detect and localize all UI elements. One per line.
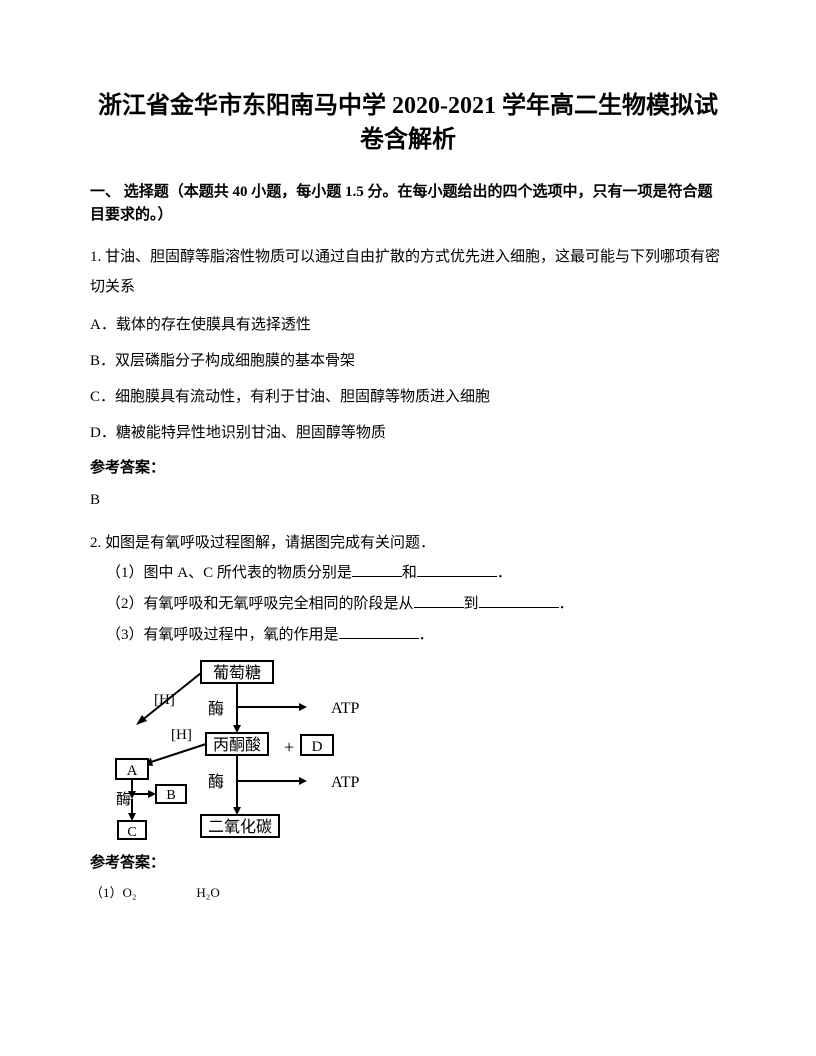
q2-sub1-a: （1）图中 A、C 所代表的物质分别是 [106, 565, 352, 581]
q2-sub2: （2）有氧呼吸和无氧呼吸完全相同的阶段是从 到 ． [106, 591, 726, 618]
section-header: 一、 选择题（本题共 40 小题，每小题 1.5 分。在每小题给出的四个选项中，… [90, 181, 726, 226]
svg-text:葡萄糖: 葡萄糖 [213, 664, 261, 682]
blank [414, 593, 464, 608]
svg-text:+: + [284, 737, 294, 757]
svg-text:[H]: [H] [171, 727, 192, 743]
q1-answer: B [90, 488, 726, 512]
q1-option-c: C．细胞膜具有流动性，有利于甘油、胆固醇等物质进入细胞 [90, 382, 726, 412]
q1-option-d: D．糖被能特异性地识别甘油、胆固醇等物质 [90, 418, 726, 448]
q2-text: 2. 如图是有氧呼吸过程图解，请据图完成有关问题． [90, 528, 726, 558]
q2-sub2-b: 到 [464, 596, 479, 612]
q2-sub1-b: 和 [402, 565, 417, 581]
svg-text:[H]: [H] [154, 692, 175, 708]
svg-text:C: C [127, 825, 136, 840]
question-2: 2. 如图是有氧呼吸过程图解，请据图完成有关问题． （1）图中 A、C 所代表的… [90, 528, 726, 904]
svg-text:酶: 酶 [208, 700, 224, 718]
q1-option-b: B．双层磷脂分子构成细胞膜的基本骨架 [90, 346, 726, 376]
q2-answer-1: （1）O₂ H₂O [90, 883, 726, 904]
svg-text:B: B [166, 788, 175, 803]
q2-sub3: （3）有氧呼吸过程中，氧的作用是 ． [106, 622, 726, 649]
q2-answer-label: 参考答案： [90, 851, 726, 875]
document-title: 浙江省金华市东阳南马中学 2020-2021 学年高二生物模拟试卷含解析 [90, 90, 726, 157]
q2-sub2-c: ． [559, 596, 574, 612]
svg-text:A: A [127, 763, 138, 779]
blank [352, 562, 402, 577]
q2-ans1-a: （1）O₂ [90, 885, 136, 900]
q1-answer-label: 参考答案： [90, 456, 726, 480]
blank [339, 624, 419, 639]
q1-text: 1. 甘油、胆固醇等脂溶性物质可以通过自由扩散的方式优先进入细胞，这最可能与下列… [90, 242, 726, 302]
svg-text:酶: 酶 [208, 773, 224, 791]
question-1: 1. 甘油、胆固醇等脂溶性物质可以通过自由扩散的方式优先进入细胞，这最可能与下列… [90, 242, 726, 512]
svg-text:ATP: ATP [331, 774, 360, 791]
respiration-diagram: 葡萄糖 酶 ATP [H] 丙酮酸 + D [H] [106, 659, 386, 849]
q2-sub1-c: ． [497, 565, 512, 581]
q2-sub2-a: （2）有氧呼吸和无氧呼吸完全相同的阶段是从 [106, 596, 414, 612]
svg-text:ATP: ATP [331, 700, 360, 717]
q2-sub3-a: （3）有氧呼吸过程中，氧的作用是 [106, 627, 339, 643]
blank [479, 593, 559, 608]
svg-text:丙酮酸: 丙酮酸 [213, 736, 261, 754]
svg-text:二氧化碳: 二氧化碳 [208, 818, 272, 836]
blank [417, 562, 497, 577]
q2-sub3-b: ． [419, 627, 434, 643]
q1-option-a: A．载体的存在使膜具有选择透性 [90, 310, 726, 340]
q2-ans1-b: H₂O [196, 885, 219, 900]
svg-text:酶: 酶 [116, 791, 131, 808]
svg-text:D: D [312, 739, 323, 755]
q2-sub1: （1）图中 A、C 所代表的物质分别是 和 ． [106, 560, 726, 587]
